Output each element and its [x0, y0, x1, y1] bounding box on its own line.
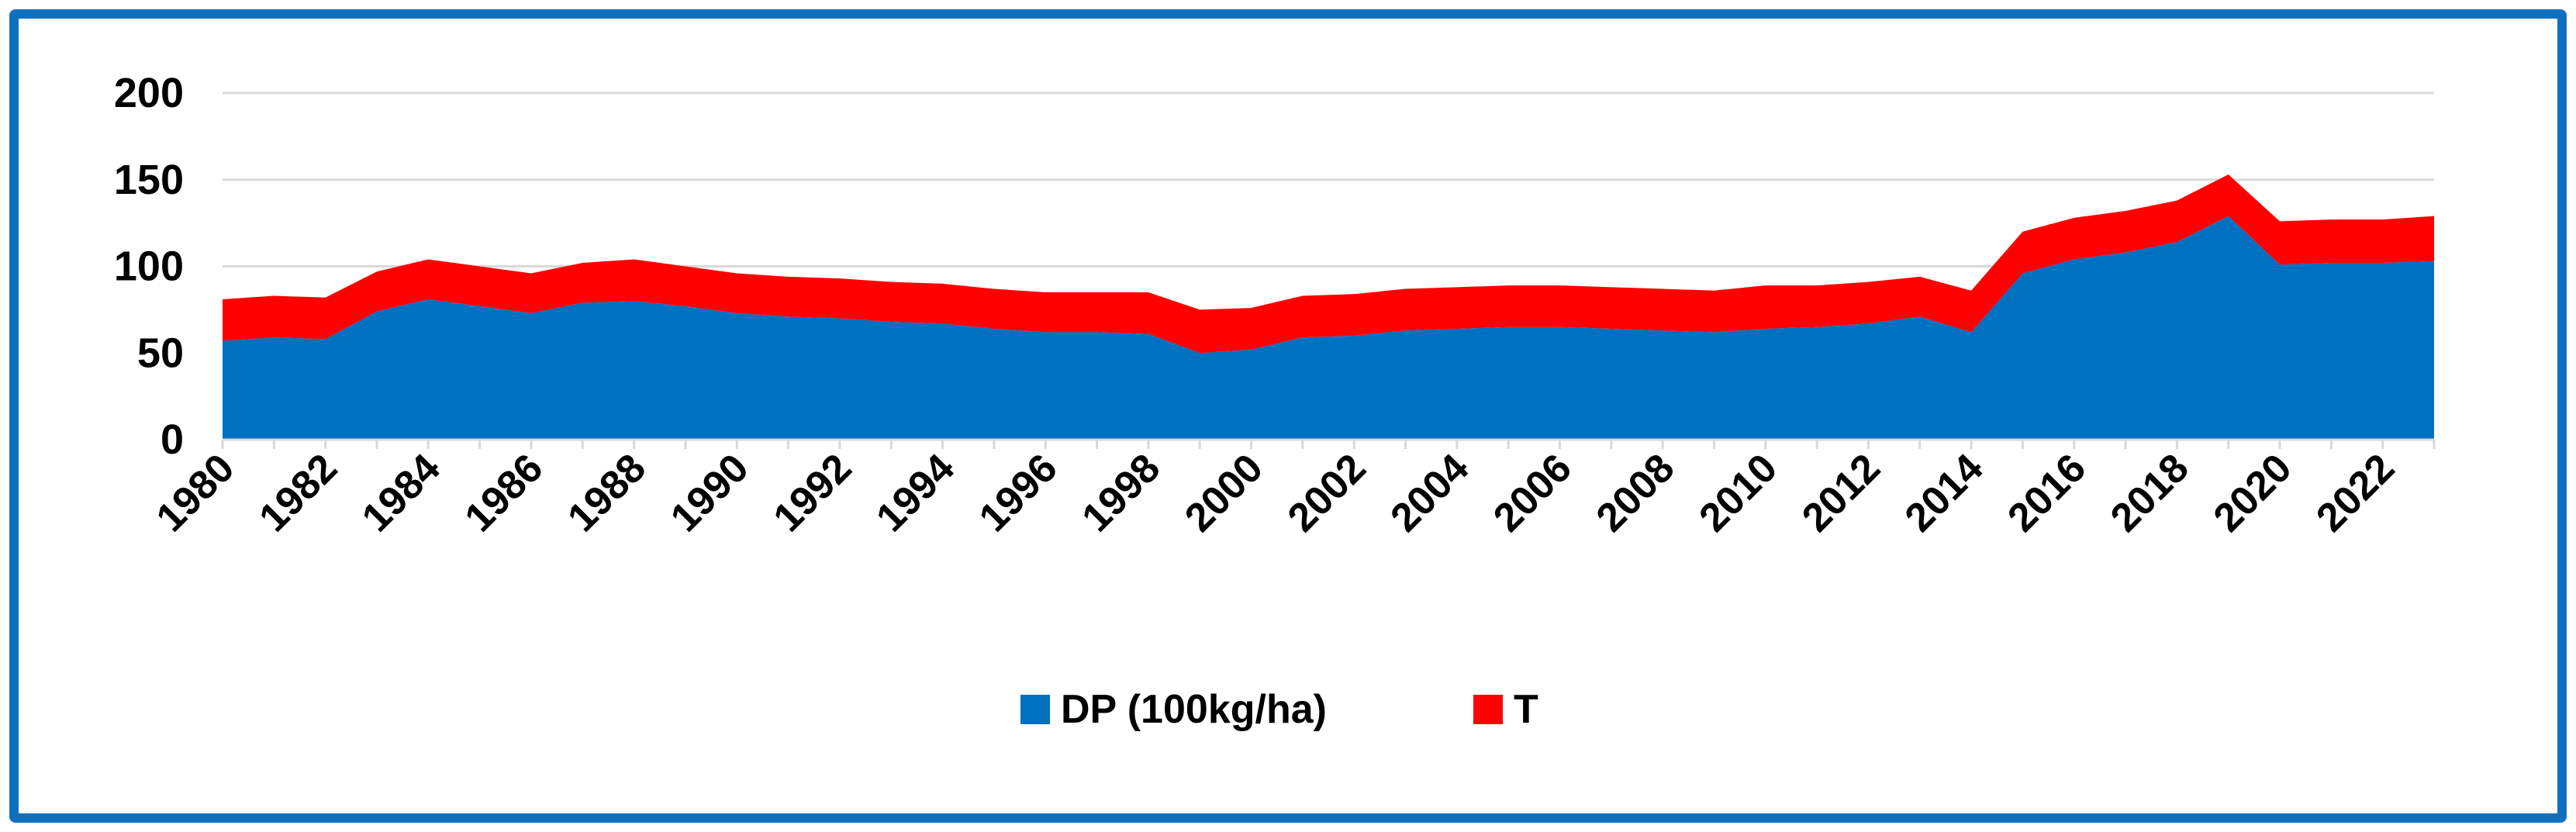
chart-frame: 0 50 100 150 200 1980 1982 1984 1986 1988 1990 199…	[9, 9, 2567, 823]
area-series	[223, 174, 2434, 440]
x-tick-label: 2022	[2308, 445, 2403, 540]
y-axis-ticks: 0 50 100 150 200	[114, 70, 184, 463]
x-tick-label: 2008	[1588, 445, 1683, 540]
y-tick-label: 100	[114, 243, 184, 290]
x-tick-label: 2012	[1794, 445, 1889, 540]
x-tick-label: 1986	[457, 445, 552, 540]
x-tick-label: 2020	[2205, 445, 2301, 540]
x-tick-label: 1984	[354, 445, 449, 540]
x-tick-label: 1992	[765, 445, 861, 540]
x-tick-label: 2002	[1279, 445, 1375, 540]
x-tick-label: 2016	[1999, 445, 2094, 540]
area-series-t	[223, 174, 2434, 354]
legend-swatch-dp	[1020, 695, 1050, 724]
x-tick-label: 2010	[1690, 445, 1786, 540]
x-tick-label: 2000	[1176, 445, 1272, 540]
x-tick-label: 2004	[1382, 445, 1477, 540]
legend: DP (100kg/ha) T	[1020, 687, 1538, 732]
axes	[221, 438, 2436, 449]
x-tick-label: 1990	[662, 445, 758, 540]
x-tick-label: 2018	[2102, 445, 2198, 540]
x-tick-label: 1996	[971, 445, 1066, 540]
x-tick-label: 2006	[1485, 445, 1580, 540]
legend-label-t: T	[1514, 687, 1538, 732]
y-tick-label: 150	[114, 157, 184, 203]
legend-label-dp: DP (100kg/ha)	[1061, 687, 1327, 732]
x-tick-label: 2014	[1897, 445, 1992, 540]
y-tick-label: 0	[161, 416, 184, 463]
y-tick-label: 200	[114, 70, 184, 116]
x-tick-label: 1994	[868, 445, 963, 540]
y-tick-label: 50	[137, 330, 184, 376]
x-tick-label: 1998	[1074, 445, 1169, 540]
area-series-dp	[223, 216, 2434, 440]
legend-swatch-t	[1473, 695, 1503, 724]
x-tick-label: 1982	[250, 445, 346, 540]
stacked-area-chart: 0 50 100 150 200 1980 1982 1984 1986 1988 1990 199…	[114, 70, 2436, 732]
x-tick-label: 1988	[559, 445, 654, 540]
x-axis-ticks: 1980 1982 1984 1986 1988 1990 1992 1994 1996 1998…	[148, 445, 2403, 540]
